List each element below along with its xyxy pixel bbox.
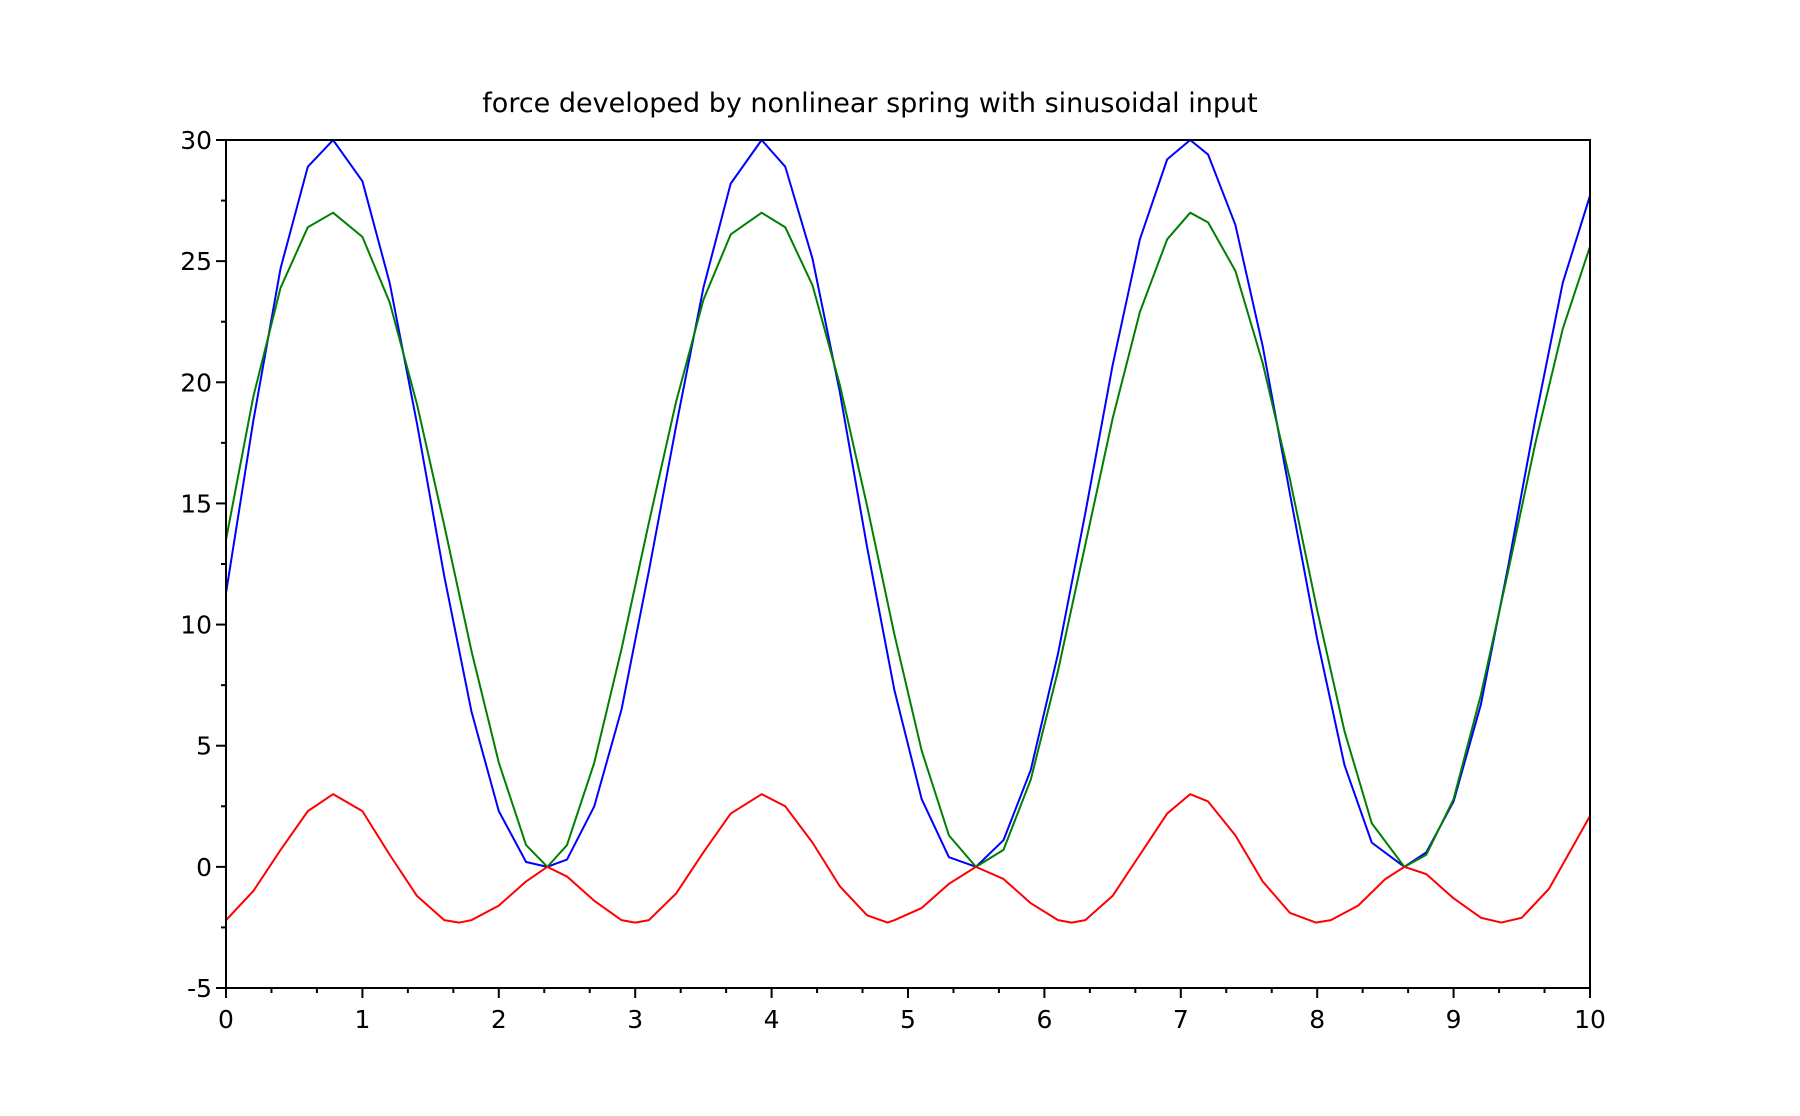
- series-line-2: [226, 211, 1590, 868]
- y-tick-label: 10: [180, 611, 212, 640]
- x-tick-label: 1: [354, 1005, 370, 1034]
- x-tick-label: 9: [1446, 1005, 1462, 1034]
- series-line-1: [226, 139, 1590, 868]
- series-layer: [226, 139, 1590, 924]
- x-tick-label: 3: [627, 1005, 643, 1034]
- series-line-3: [226, 793, 1590, 924]
- y-tick-label: 25: [180, 247, 212, 276]
- x-tick-label: 0: [218, 1005, 234, 1034]
- x-tick-label: 6: [1036, 1005, 1052, 1034]
- y-tick-label: 0: [196, 853, 212, 882]
- x-tick-label: 8: [1309, 1005, 1325, 1034]
- x-tick-label: 2: [491, 1005, 507, 1034]
- y-tick-label: -5: [187, 974, 212, 1003]
- y-tick-label: 30: [180, 126, 212, 155]
- y-tick-label: 20: [180, 368, 212, 397]
- chart-title: force developed by nonlinear spring with…: [482, 88, 1257, 119]
- y-tick-label: 5: [196, 732, 212, 761]
- x-tick-label: 5: [900, 1005, 916, 1034]
- x-tick-label: 7: [1173, 1005, 1189, 1034]
- x-tick-label: 4: [764, 1005, 780, 1034]
- y-tick-label: 15: [180, 489, 212, 518]
- x-tick-label: 10: [1574, 1005, 1606, 1034]
